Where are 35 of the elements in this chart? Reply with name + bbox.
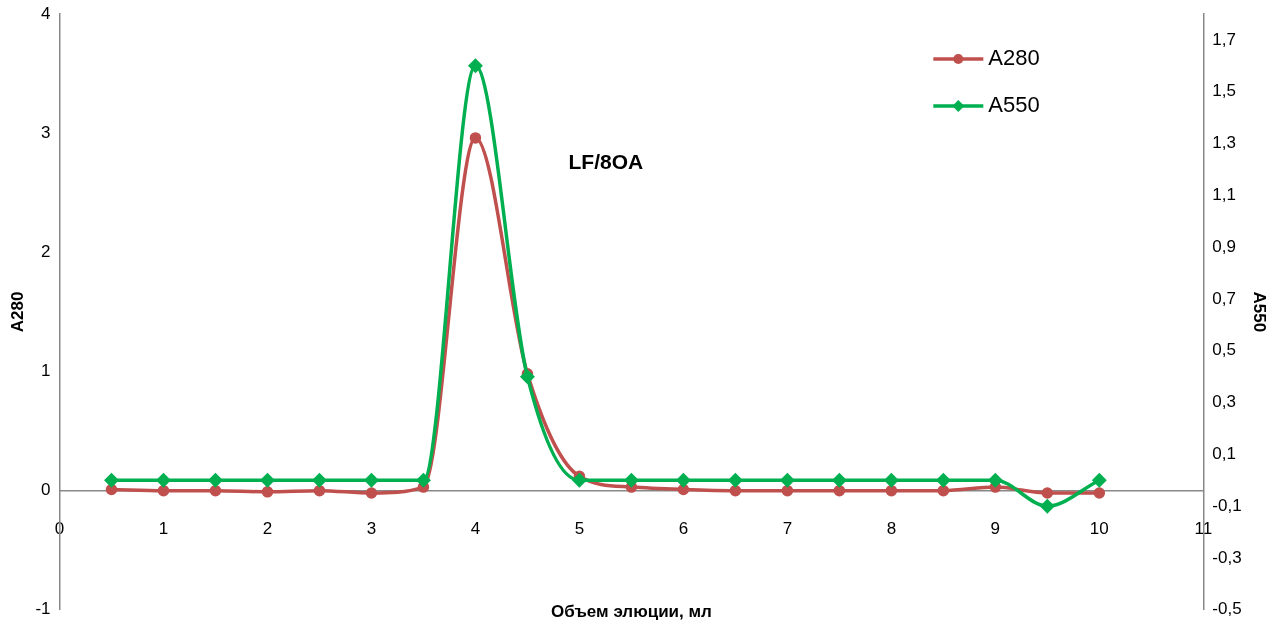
x-tick-label: 5 [574, 518, 585, 538]
y-tick-label: 4 [41, 3, 51, 23]
y2-axis-title: A550 [1250, 291, 1270, 333]
legend-label: A550 [988, 92, 1040, 118]
y-tick-label: 2 [41, 242, 51, 262]
x-tick-label: 8 [886, 518, 897, 538]
legend-label: A280 [988, 45, 1040, 71]
y2-tick-label: 1,1 [1212, 185, 1236, 205]
x-tick-label: 4 [470, 518, 481, 538]
x-axis-title: Объем элюции, мл [550, 602, 712, 622]
y-tick-label: 1 [41, 361, 51, 381]
x-tick-label: 3 [366, 518, 377, 538]
y-tick-label: 3 [41, 122, 51, 142]
x-tick-label: 11 [1194, 518, 1213, 538]
y-tick-label: -1 [35, 599, 51, 619]
y-tick-label: 0 [41, 480, 51, 500]
x-tick-label: 7 [782, 518, 793, 538]
x-tick-label: 1 [158, 518, 169, 538]
y2-tick-label: 1,5 [1212, 81, 1236, 101]
y2-tick-label: -0,1 [1212, 495, 1242, 515]
y2-tick-label: 0,9 [1212, 236, 1236, 256]
y2-tick-label: 0,3 [1212, 392, 1236, 412]
y2-tick-label: 0,1 [1212, 444, 1236, 464]
y-axis-title: A280 [7, 291, 27, 333]
x-tick-label: 6 [678, 518, 689, 538]
y2-tick-label: 1,3 [1212, 133, 1236, 153]
x-tick-label: 2 [262, 518, 273, 538]
x-tick-label: 9 [990, 518, 1001, 538]
y2-tick-label: 0,7 [1212, 288, 1236, 308]
annotation: LF/8OA [568, 150, 644, 173]
y2-tick-label: -0,3 [1212, 547, 1242, 567]
y2-tick-label: 0,5 [1212, 340, 1236, 360]
x-tick-label: 10 [1089, 518, 1109, 538]
y2-tick-label: 1,7 [1212, 29, 1236, 49]
y2-tick-label: -0,5 [1212, 599, 1242, 619]
